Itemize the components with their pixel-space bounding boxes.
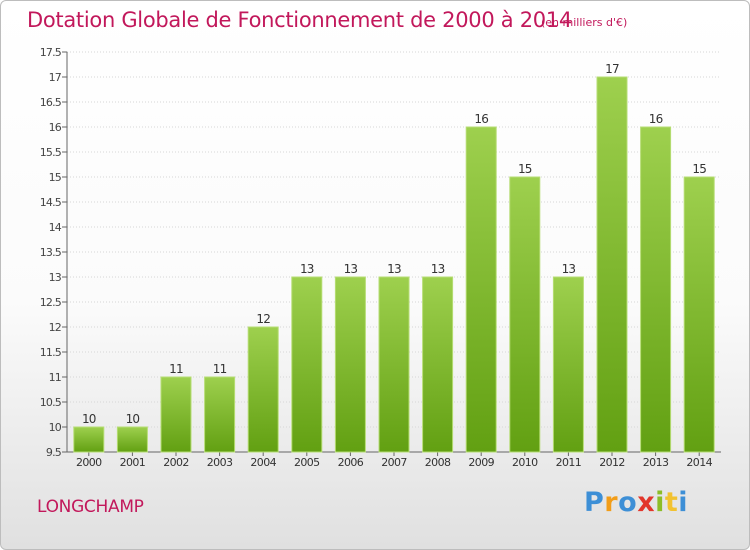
bar: [465, 126, 497, 453]
x-tick-label: 2004: [250, 456, 276, 469]
y-tick-label: 17.5: [40, 46, 62, 59]
y-tick-labels: 9.5 10 10.5 11 11.5 12 12.5 13 13.5 14 14.5 15 15.5 1…: [40, 46, 63, 459]
bar: [422, 276, 454, 453]
data-label: 11: [213, 362, 227, 376]
data-label: 17: [605, 62, 619, 76]
x-tick-label: 2006: [338, 456, 364, 469]
y-tick-label: 11: [49, 371, 61, 384]
y-tick-label: 11.5: [40, 346, 62, 359]
data-label: 16: [649, 112, 663, 126]
bar: [247, 326, 279, 453]
y-tick-label: 9.5: [46, 446, 62, 459]
x-tick-label: 2011: [556, 456, 582, 469]
x-tick-label: 2007: [381, 456, 407, 469]
bar: [596, 76, 628, 453]
y-tick-label: 12: [49, 321, 61, 334]
x-tick-label: 2002: [163, 456, 189, 469]
bar: [116, 426, 148, 453]
bar: [291, 276, 323, 453]
bar: [334, 276, 366, 453]
bar: [552, 276, 584, 453]
y-tick-label: 12.5: [40, 296, 62, 309]
x-tick-label: 2003: [207, 456, 233, 469]
data-label: 13: [562, 262, 576, 276]
chart-title: Dotation Globale de Fonctionnement de 20…: [27, 8, 572, 32]
y-tick-label: 17: [49, 71, 62, 84]
bar: [160, 376, 192, 453]
x-tick-label: 2010: [512, 456, 538, 469]
y-tick-label: 15.5: [40, 146, 62, 159]
data-label: 13: [344, 262, 358, 276]
data-label: 10: [126, 412, 140, 426]
chart-subtitle: (en milliers d'€): [541, 16, 628, 29]
data-label: 11: [169, 362, 183, 376]
commune-name: LONGCHAMP: [37, 497, 144, 517]
bar: [683, 176, 715, 453]
bar: [204, 376, 236, 453]
data-label: 12: [256, 312, 270, 326]
x-tick-label: 2008: [425, 456, 451, 469]
y-tick-label: 16.5: [40, 96, 62, 109]
y-tick-label: 13.5: [40, 246, 62, 259]
bar: [378, 276, 410, 453]
data-label: 15: [692, 162, 706, 176]
x-tick-label: 2001: [120, 456, 146, 469]
y-tick-label: 13: [49, 271, 62, 284]
data-label: 10: [82, 412, 96, 426]
data-label: 13: [387, 262, 401, 276]
x-tick-label: 2005: [294, 456, 320, 469]
bar: [640, 126, 672, 453]
x-tick-label: 2014: [686, 456, 712, 469]
y-tick-label: 14.5: [40, 196, 62, 209]
x-tick-label: 2012: [599, 456, 625, 469]
x-tick-labels: 2000 2001 2002 2003 2004 2005 2006 2007 2008 2009…: [76, 456, 713, 469]
y-tick-label: 10.5: [40, 396, 62, 409]
x-tick-label: 2013: [643, 456, 669, 469]
data-label: 15: [518, 162, 532, 176]
x-tick-label: 2009: [468, 456, 494, 469]
y-tick-label: 10: [49, 421, 62, 434]
bars: [73, 76, 715, 453]
y-tick-label: 16: [49, 121, 62, 134]
bar: [509, 176, 541, 453]
data-label: 13: [431, 262, 445, 276]
x-tick-label: 2000: [76, 456, 102, 469]
proxiti-logo: Proxiti: [584, 487, 689, 518]
y-tick-label: 14: [49, 221, 62, 234]
data-labels: 10 10 11 11 12 13 13 13 13 16 15 13 17 16 15: [82, 62, 707, 426]
data-label: 13: [300, 262, 314, 276]
bar: [73, 426, 105, 453]
y-tick-label: 15: [49, 171, 62, 184]
data-label: 16: [474, 112, 488, 126]
